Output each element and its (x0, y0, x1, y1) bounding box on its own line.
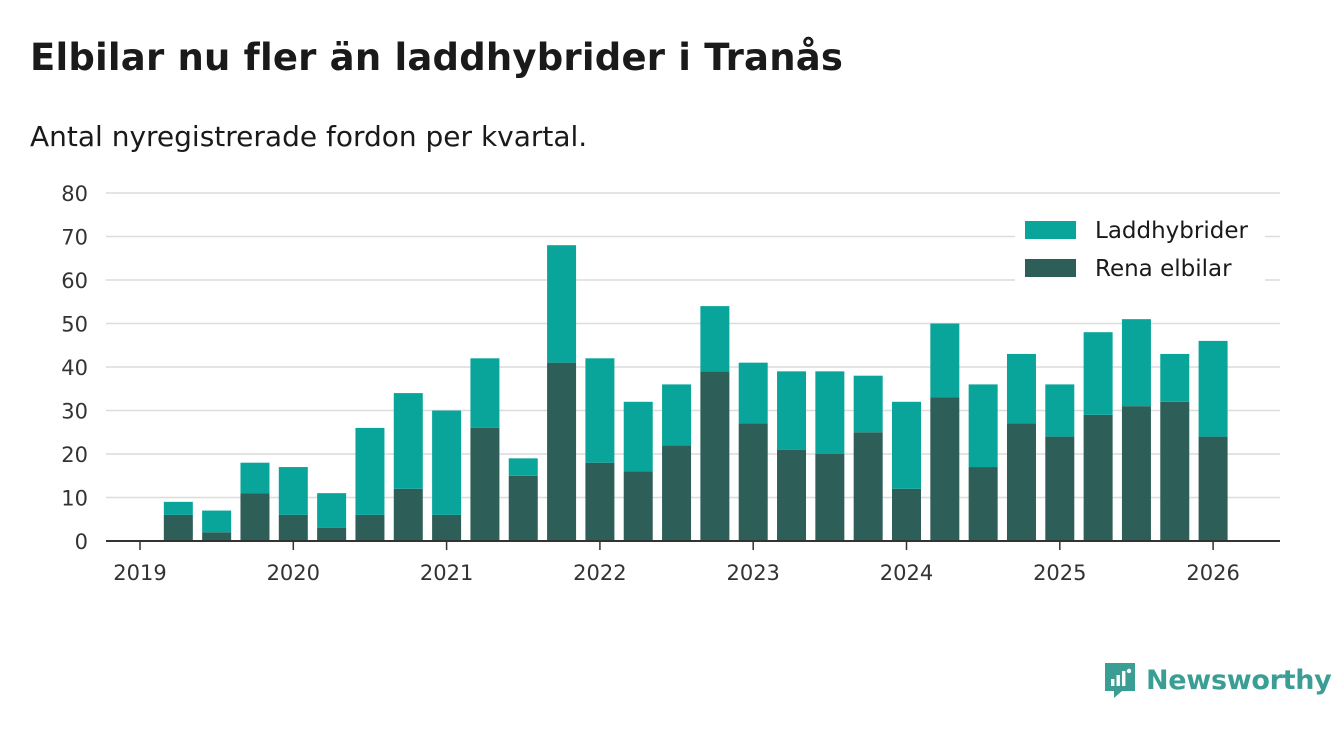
bar-rena-elbilar (470, 427, 500, 541)
bar-laddhybrider (738, 362, 768, 424)
bar-laddhybrider (1198, 340, 1228, 437)
bar-rena-elbilar (1121, 406, 1151, 541)
bar-rena-elbilar (278, 514, 308, 541)
bar-laddhybrider (1160, 353, 1190, 402)
bar-rena-elbilar (202, 532, 232, 541)
y-tick-label: 20 (61, 443, 88, 467)
y-tick-label: 30 (61, 400, 88, 424)
x-tick-label: 2024 (880, 561, 933, 585)
y-tick-label: 40 (61, 356, 88, 380)
bar-laddhybrider (968, 384, 998, 468)
bar-laddhybrider (585, 358, 615, 463)
bar-rena-elbilar (930, 397, 960, 541)
bar-rena-elbilar (508, 475, 538, 541)
bar-rena-elbilar (163, 514, 193, 541)
bar-rena-elbilar (1198, 436, 1228, 541)
bar-rena-elbilar (432, 514, 462, 541)
x-tick-label: 2025 (1033, 561, 1086, 585)
bar-rena-elbilar (1160, 401, 1190, 541)
x-tick-label: 2021 (420, 561, 473, 585)
y-tick-label: 70 (61, 226, 88, 250)
bar-rena-elbilar (662, 445, 692, 541)
bar-laddhybrider (1121, 319, 1151, 407)
x-tick-label: 2026 (1186, 561, 1239, 585)
y-tick-label: 60 (61, 269, 88, 293)
bar-rena-elbilar (355, 514, 385, 541)
newsworthy-logo-icon (1105, 663, 1135, 698)
bar-rena-elbilar (585, 462, 615, 541)
x-tick-label: 2023 (726, 561, 779, 585)
chart-subtitle: Antal nyregistrerade fordon per kvartal. (30, 120, 588, 153)
bar-laddhybrider (662, 384, 692, 446)
bar-laddhybrider (393, 393, 423, 489)
y-tick-label: 50 (61, 313, 88, 337)
bar-laddhybrider (892, 401, 921, 489)
bar-laddhybrider (700, 306, 730, 372)
bar-laddhybrider (278, 467, 308, 515)
bar-rena-elbilar (547, 362, 577, 541)
bar-rena-elbilar (700, 371, 730, 541)
bar-laddhybrider (432, 410, 462, 515)
bar-rena-elbilar (317, 527, 347, 541)
x-tick-label: 2020 (267, 561, 320, 585)
bar-rena-elbilar (1083, 414, 1113, 541)
bar-laddhybrider (1045, 384, 1075, 437)
bar-laddhybrider (815, 371, 845, 454)
bar-laddhybrider (508, 458, 538, 476)
bar-rena-elbilar (892, 488, 921, 541)
bar-rena-elbilar (1045, 436, 1075, 541)
bar-rena-elbilar (968, 467, 998, 541)
legend-swatch (1025, 221, 1076, 239)
bar-laddhybrider (163, 501, 193, 515)
bar-laddhybrider (1083, 332, 1113, 415)
stacked-bar-chart: 0 10 20 30 40 50 60 70 80 2019 2020 2021 2022 2023 202… (61, 182, 1280, 585)
bar-rena-elbilar (815, 454, 845, 541)
y-tick-label: 80 (61, 182, 88, 206)
bar-laddhybrider (317, 493, 347, 528)
bar-rena-elbilar (393, 488, 423, 541)
bar-laddhybrider (930, 323, 960, 398)
bar-laddhybrider (853, 375, 883, 433)
bar-laddhybrider (202, 510, 232, 533)
bar-laddhybrider (623, 401, 653, 472)
legend-label: Rena elbilar (1095, 256, 1232, 282)
y-tick-label: 0 (75, 530, 88, 554)
bar-rena-elbilar (853, 432, 883, 541)
bar-laddhybrider (547, 245, 577, 363)
bar-laddhybrider (240, 462, 270, 494)
bar-rena-elbilar (777, 449, 807, 541)
bar-rena-elbilar (240, 493, 270, 541)
bar-rena-elbilar (738, 423, 768, 541)
bar-rena-elbilar (623, 471, 653, 541)
bar-laddhybrider (355, 427, 385, 515)
bar-laddhybrider (1006, 353, 1036, 424)
x-tick-label: 2022 (573, 561, 626, 585)
legend-label: Laddhybrider (1095, 218, 1248, 244)
bar-laddhybrider (470, 358, 500, 428)
y-tick-label: 10 (61, 487, 88, 511)
brand: Newsworthy (1102, 660, 1332, 700)
legend-swatch (1025, 259, 1076, 277)
bar-laddhybrider (777, 371, 807, 450)
bar-rena-elbilar (1006, 423, 1036, 541)
x-tick-label: 2019 (113, 561, 166, 585)
brand-name: Newsworthy (1146, 664, 1332, 696)
chart-title: Elbilar nu fler än laddhybrider i Tranås (30, 36, 844, 79)
